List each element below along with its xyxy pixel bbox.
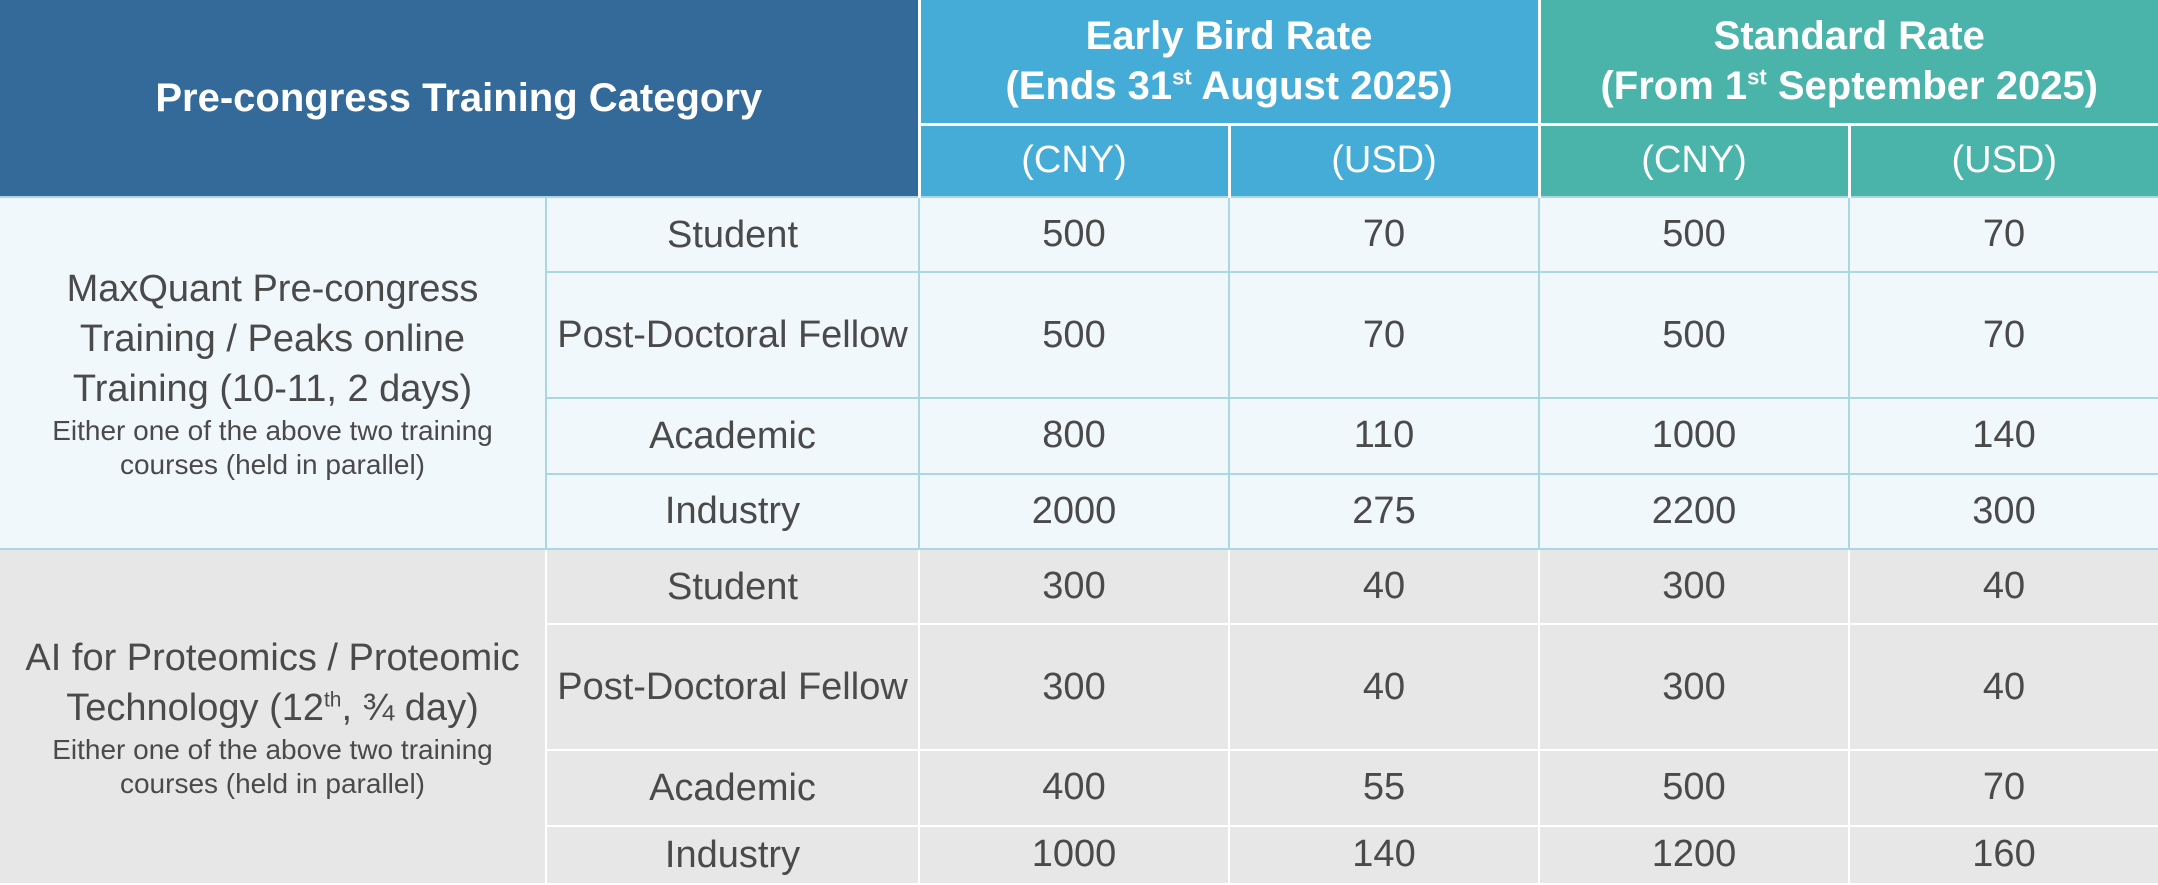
price-cell: 500 xyxy=(1538,195,1850,274)
role-cell: Post-Doctoral Fellow xyxy=(545,271,920,400)
price-cell: 300 xyxy=(918,548,1230,626)
price-cell: 500 xyxy=(1538,271,1850,400)
course-cell: MaxQuant Pre-congress Training / Peaks o… xyxy=(0,195,547,551)
course-note: Either one of the above two training cou… xyxy=(52,733,493,799)
course-group: AI for Proteomics / Proteomic Technology… xyxy=(0,548,2158,885)
currency-header: (USD) xyxy=(1229,124,1541,197)
price-cell: 110 xyxy=(1228,397,1540,475)
price-cell: 1000 xyxy=(1538,397,1850,475)
role-cell: Industry xyxy=(545,824,920,885)
price-cell: 40 xyxy=(1848,548,2158,626)
standard-title: Standard Rate xyxy=(1713,14,1985,59)
price-cell: 1000 xyxy=(918,824,1230,885)
currency-header: (USD) xyxy=(1849,124,2158,197)
table-row: MaxQuant Pre-congress Training / Peaks o… xyxy=(0,195,2158,551)
course-note: Either one of the above two training cou… xyxy=(52,415,493,481)
currency-header: (CNY) xyxy=(919,124,1231,197)
role-cell: Student xyxy=(545,195,920,274)
price-cell: 500 xyxy=(918,271,1230,400)
table-row: Academic 400 55 500 70 xyxy=(0,749,2158,827)
price-cell: 40 xyxy=(1228,623,1540,752)
table-row: AI for Proteomics / Proteomic Technology… xyxy=(0,548,2158,885)
role-cell: Student xyxy=(545,548,920,626)
currency-header: (CNY) xyxy=(1539,124,1851,197)
price-cell: 800 xyxy=(918,397,1230,475)
price-cell: 300 xyxy=(1848,472,2158,551)
table-row: Industry 2000 275 2200 300 xyxy=(0,472,2158,551)
early-bird-title: Early Bird Rate xyxy=(1085,14,1373,59)
price-cell: 2000 xyxy=(918,472,1230,551)
price-cell: 70 xyxy=(1228,195,1540,274)
table-row: Post-Doctoral Fellow 500 70 500 70 xyxy=(0,271,2158,400)
table-row: Academic 800 110 1000 140 xyxy=(0,397,2158,475)
standard-date: (From 1st September 2025) xyxy=(1600,64,2099,109)
price-cell: 40 xyxy=(1848,623,2158,752)
role-cell: Academic xyxy=(545,397,920,475)
price-cell: 500 xyxy=(918,195,1230,274)
role-cell: Academic xyxy=(545,749,920,827)
table-row: Post-Doctoral Fellow 300 40 300 40 xyxy=(0,623,2158,752)
role-cell: Post-Doctoral Fellow xyxy=(545,623,920,752)
early-bird-header: Early Bird Rate (Ends 31st August 2025) xyxy=(919,0,1541,126)
course-group: MaxQuant Pre-congress Training / Peaks o… xyxy=(0,195,2158,551)
price-cell: 160 xyxy=(1848,824,2158,885)
early-bird-date: (Ends 31st August 2025) xyxy=(1005,64,1453,109)
price-cell: 300 xyxy=(1538,623,1850,752)
price-cell: 140 xyxy=(1228,824,1540,885)
price-cell: 55 xyxy=(1228,749,1540,827)
price-cell: 300 xyxy=(1538,548,1850,626)
standard-header: Standard Rate (From 1st September 2025) xyxy=(1539,0,2158,126)
price-cell: 300 xyxy=(918,623,1230,752)
price-cell: 275 xyxy=(1228,472,1540,551)
course-cell: AI for Proteomics / Proteomic Technology… xyxy=(0,548,547,885)
price-cell: 40 xyxy=(1228,548,1540,626)
price-cell: 500 xyxy=(1538,749,1850,827)
category-header: Pre-congress Training Category xyxy=(0,0,921,197)
course-name: AI for Proteomics / Proteomic Technology… xyxy=(25,636,520,729)
course-name: MaxQuant Pre-congress Training / Peaks o… xyxy=(66,268,479,411)
price-cell: 2200 xyxy=(1538,472,1850,551)
price-cell: 70 xyxy=(1228,271,1540,400)
price-cell: 70 xyxy=(1848,271,2158,400)
table-row: Industry 1000 140 1200 160 xyxy=(0,824,2158,885)
role-cell: Industry xyxy=(545,472,920,551)
category-header-label: Pre-congress Training Category xyxy=(155,75,763,120)
price-cell: 70 xyxy=(1848,749,2158,827)
price-cell: 70 xyxy=(1848,195,2158,274)
price-cell: 140 xyxy=(1848,397,2158,475)
price-cell: 1200 xyxy=(1538,824,1850,885)
price-cell: 400 xyxy=(918,749,1230,827)
